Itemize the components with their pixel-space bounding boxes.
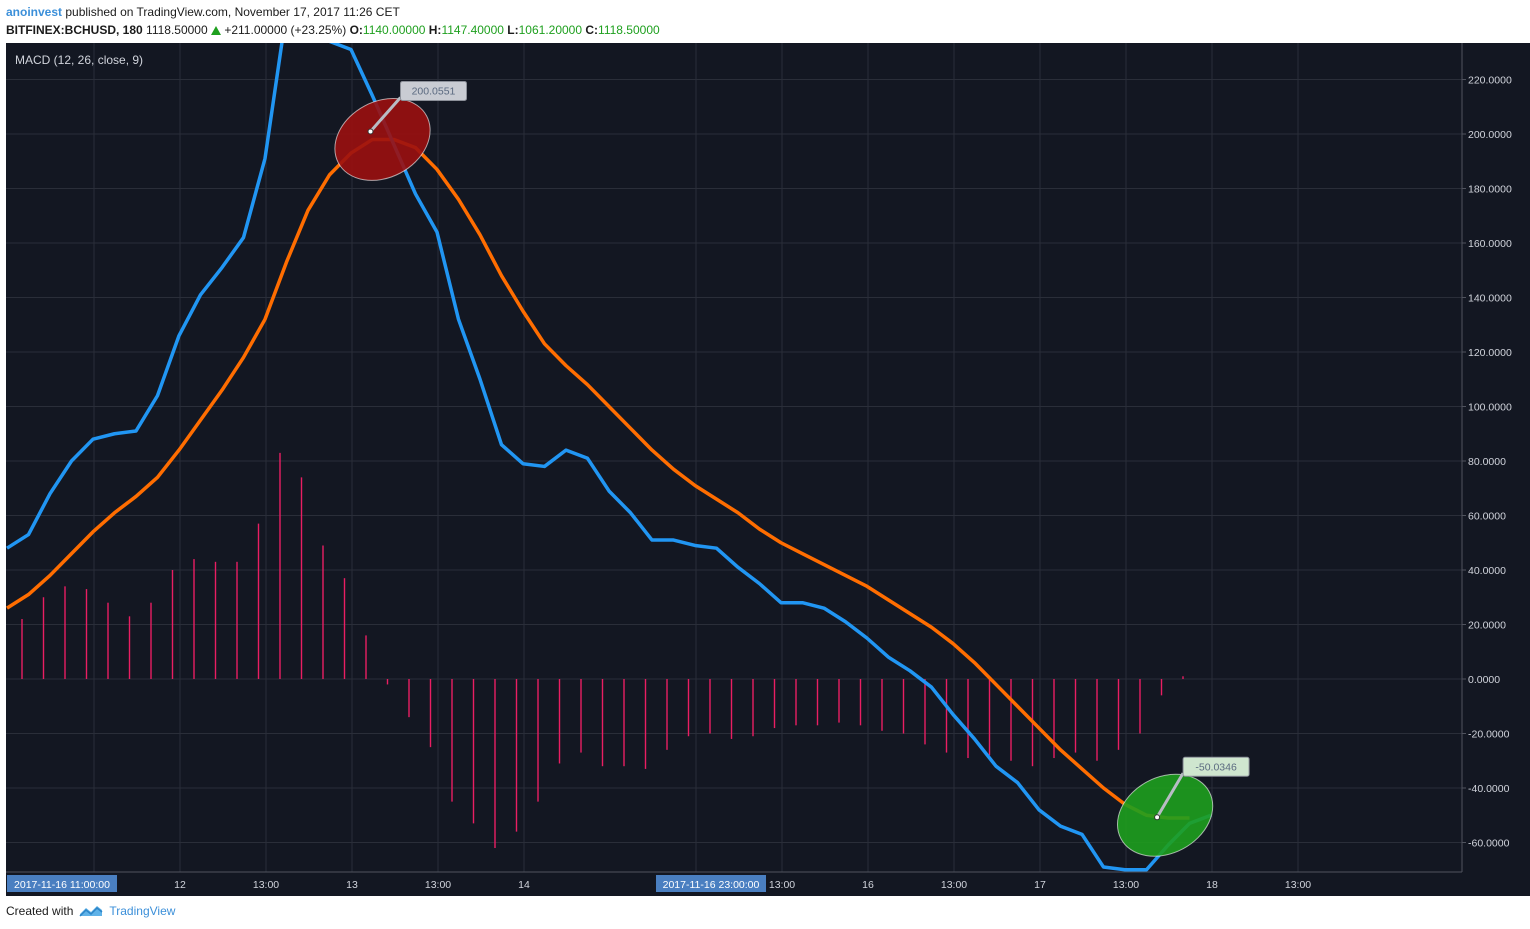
callout-leader [369,96,402,133]
annotations: 200.0551 -50.0346 [334,80,1250,857]
footer: Created with TradingView [6,904,175,918]
callout-leader [1155,772,1185,819]
high-value: 1147.40000 [441,23,504,37]
y-tick-label: 60.0000 [1468,511,1506,523]
y-axis: 220.0000 200.0000 180.0000 160.0000 140.0000… [1462,75,1512,850]
last-price: 1118.50000 [146,23,208,37]
close-value: 1118.50000 [598,23,660,37]
y-tick-label: 140.0000 [1468,293,1512,305]
time-crosshair-label: 2017-11-16 23:00:00 [663,879,760,891]
callout-box[interactable] [400,80,467,101]
y-tick-label: 180.0000 [1468,184,1512,196]
y-tick-label: 120.0000 [1468,347,1512,359]
symbol-label: BITFINEX:BCHUSD, 180 [6,23,143,37]
x-tick-label: 13:00 [769,879,795,891]
signal-line [6,137,1190,820]
up-triangle-icon [211,26,221,35]
open-value: 1140.00000 [362,23,426,37]
published-text: published on TradingView.com, November 1… [65,5,400,19]
x-tick-label: 13 [346,879,358,891]
callout-label: 200.0551 [412,85,456,97]
grid-lines [6,43,1462,872]
callout-anchor [1154,814,1161,821]
y-tick-label: 200.0000 [1468,129,1512,141]
callout-label: -50.0346 [1195,761,1237,773]
publish-line: anoinvest published on TradingView.com, … [6,5,400,19]
x-tick-label: 12 [174,879,186,891]
x-tick-label: 17 [1034,879,1046,891]
indicator-title: MACD (12, 26, close, 9) [15,53,143,67]
y-tick-label: 0.0000 [1468,674,1500,686]
y-tick-label: 100.0000 [1468,402,1512,414]
y-tick-label: -20.0000 [1468,729,1510,741]
close-label: C: [585,23,599,37]
plot-background [6,43,1462,872]
y-tick-label: 220.0000 [1468,75,1512,87]
x-axis: 13:001213:001313:00141513:001613:001713:… [7,875,1311,892]
created-with-label: Created with [6,904,74,918]
time-crosshair-label: 2017-11-16 11:00:00 [14,879,110,891]
y-tick-label: -40.0000 [1468,783,1510,795]
x-tick-label: 14 [518,879,530,891]
x-tick-label: 13:00 [1285,879,1311,891]
tradingview-brand-link[interactable]: TradingView [109,904,176,918]
histogram-bars [21,452,1184,848]
macd-chart[interactable]: 200.0551-50.0346 220.0000200.0000180.000… [0,40,1530,896]
x-tick-label: 13:00 [253,879,279,891]
highlight-ellipse [334,98,431,181]
low-value: 1061.20000 [518,23,583,37]
low-label: L: [507,23,519,37]
y-tick-label: 160.0000 [1468,238,1512,250]
x-tick-label: 16 [862,879,874,891]
y-tick-label: 20.0000 [1468,620,1506,632]
symbol-line: BITFINEX:BCHUSD, 180 1118.50000 +211.000… [6,23,660,37]
y-tick-label: -60.0000 [1468,838,1510,850]
author-name[interactable]: anoinvest [6,5,63,19]
open-label: O: [349,23,363,37]
x-tick-label: 13:00 [1113,879,1139,891]
highlight-ellipse [1116,773,1214,857]
callout-box[interactable] [1182,756,1250,777]
macd-line [6,43,1212,872]
x-tick-label: 13:00 [425,879,451,891]
price-change: +211.00000 (+23.25%) [224,23,347,37]
high-label: H: [428,23,442,37]
y-tick-label: 40.0000 [1468,565,1506,577]
x-tick-label: 13:00 [941,879,967,891]
tradingview-logo-icon [79,906,103,917]
axis-background [1462,43,1530,896]
y-tick-label: 80.0000 [1468,456,1506,468]
time-crosshair-badge [656,875,766,892]
series-lines [6,43,1212,872]
time-crosshair-badge [7,875,117,892]
x-tick-label: 18 [1206,879,1218,891]
callout-anchor [367,128,374,135]
